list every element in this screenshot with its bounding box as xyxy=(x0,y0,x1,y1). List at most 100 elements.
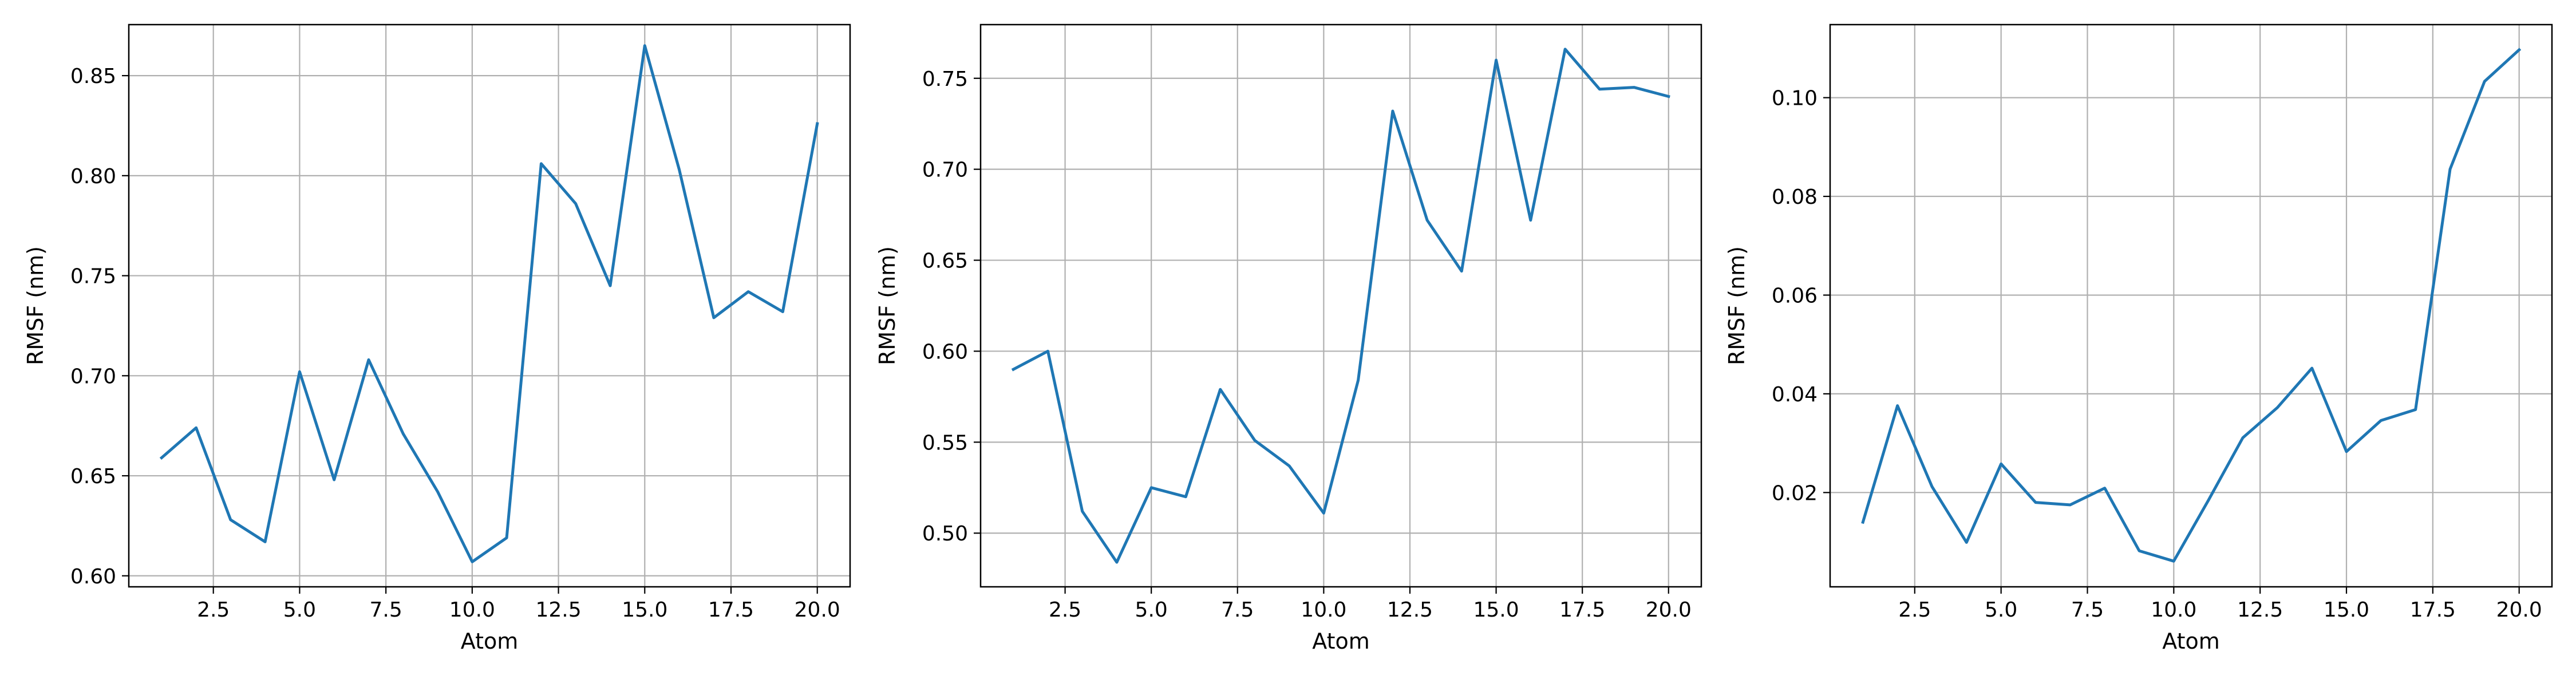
data-point xyxy=(2138,549,2141,552)
x-tick-label: 20.0 xyxy=(795,598,840,622)
data-point xyxy=(367,358,370,361)
data-point xyxy=(609,284,612,287)
data-point xyxy=(643,44,646,48)
x-tick-label: 2.5 xyxy=(1049,598,1081,622)
y-tick-label: 0.50 xyxy=(922,522,968,546)
data-point xyxy=(2275,406,2279,409)
data-point xyxy=(229,518,232,522)
x-axis-label: Atom xyxy=(461,629,519,654)
x-tick-label: 20.0 xyxy=(1646,598,1692,622)
x-tick-label: 12.5 xyxy=(2237,598,2283,622)
data-point xyxy=(2345,450,2348,453)
x-tick-label: 5.0 xyxy=(283,598,316,622)
series-line xyxy=(1011,48,1670,564)
data-point xyxy=(195,426,198,429)
data-point xyxy=(1391,109,1394,113)
data-point xyxy=(1322,511,1325,515)
data-point xyxy=(2518,48,2521,52)
data-point xyxy=(401,432,405,436)
x-axis-label: Atom xyxy=(1312,629,1370,654)
y-tick-label: 0.04 xyxy=(1772,383,1818,406)
data-point xyxy=(1184,495,1187,499)
y-tick-label: 0.10 xyxy=(1772,87,1818,110)
x-tick-label: 12.5 xyxy=(535,598,581,622)
data-point xyxy=(2414,408,2417,411)
data-point xyxy=(333,478,336,481)
data-point xyxy=(1529,219,1532,222)
chart-panels: 2.5 5.0 7.5 10.0 12.5 15.0 17.5 20.0 0.60 0.65 0.7… xyxy=(23,23,2553,654)
data-point xyxy=(2000,462,2003,465)
axes-frame xyxy=(979,23,1702,588)
y-tick-label: 0.65 xyxy=(922,250,968,273)
y-tick-label: 0.85 xyxy=(70,65,116,88)
y-tick-label: 0.06 xyxy=(1772,284,1818,307)
x-tick-label: 10.0 xyxy=(1301,598,1346,622)
y-tick-label: 0.60 xyxy=(70,565,116,589)
data-point xyxy=(2241,436,2245,440)
data-point xyxy=(1081,510,1084,513)
x-axis-label: Atom xyxy=(2162,629,2220,654)
data-point xyxy=(1149,486,1153,489)
data-point xyxy=(1633,86,1636,89)
data-point xyxy=(263,540,267,543)
x-tick-label: 10.0 xyxy=(449,598,495,622)
data-point xyxy=(2172,559,2175,563)
data-point xyxy=(2103,487,2107,490)
x-tick-label: 20.0 xyxy=(2496,598,2542,622)
data-point xyxy=(2034,501,2037,504)
data-point xyxy=(2483,80,2486,83)
y-tick-label: 0.55 xyxy=(922,431,968,455)
axes-frame xyxy=(1829,23,2553,588)
data-point xyxy=(1495,58,1498,62)
data-point xyxy=(2068,503,2072,507)
x-tick-label: 5.0 xyxy=(1135,598,1168,622)
x-tick-label: 5.0 xyxy=(1985,598,2017,622)
data-point xyxy=(574,202,578,206)
data-point xyxy=(1287,464,1291,468)
data-point xyxy=(816,122,819,125)
series-line xyxy=(1861,48,2522,563)
data-point xyxy=(1046,349,1049,353)
data-point xyxy=(436,490,440,493)
x-tick-label: 7.5 xyxy=(1221,598,1254,622)
x-tick-label: 7.5 xyxy=(2071,598,2104,622)
x-tick-label: 15.0 xyxy=(622,598,667,622)
data-point xyxy=(1219,388,1222,391)
y-tick-label: 0.70 xyxy=(922,159,968,182)
data-point xyxy=(1598,88,1601,91)
data-point xyxy=(1965,540,1968,544)
y-axis-label: RMSF (nm) xyxy=(875,246,900,365)
chart-panel-1: 2.5 5.0 7.5 10.0 12.5 15.0 17.5 20.0 0.60 0.65 0.7… xyxy=(23,23,851,654)
data-point xyxy=(539,162,543,165)
data-point xyxy=(1115,560,1119,564)
axes-frame xyxy=(128,23,851,588)
data-point xyxy=(2448,168,2452,171)
x-tick-label: 2.5 xyxy=(1898,598,1931,622)
data-point xyxy=(2310,366,2314,370)
data-point xyxy=(1425,219,1429,222)
chart-panel-3: 2.5 5.0 7.5 10.0 12.5 15.0 17.5 20.0 0.02 0.04 0.0… xyxy=(1724,23,2553,654)
data-point xyxy=(678,168,681,171)
x-tick-label: 2.5 xyxy=(197,598,230,622)
y-tick-label: 0.65 xyxy=(70,465,116,488)
data-point xyxy=(1563,48,1567,51)
data-point xyxy=(298,370,301,373)
y-axis-label: RMSF (nm) xyxy=(23,246,48,365)
data-point xyxy=(1861,520,1864,524)
data-point xyxy=(160,456,163,460)
data-point xyxy=(505,536,508,539)
y-tick-label: 0.75 xyxy=(922,68,968,91)
chart-panel-2: 2.5 5.0 7.5 10.0 12.5 15.0 17.5 20.0 0.50 0.55 0.6… xyxy=(875,23,1702,654)
x-tick-label: 7.5 xyxy=(370,598,402,622)
x-tick-label: 17.5 xyxy=(708,598,754,622)
data-point xyxy=(1357,378,1360,382)
x-tick-label: 15.0 xyxy=(1473,598,1519,622)
x-tick-label: 12.5 xyxy=(1387,598,1433,622)
y-tick-label: 0.02 xyxy=(1772,481,1818,505)
data-point xyxy=(1253,439,1257,442)
data-point xyxy=(1930,485,1934,488)
x-tick-label: 15.0 xyxy=(2324,598,2369,622)
data-point xyxy=(2207,499,2210,502)
